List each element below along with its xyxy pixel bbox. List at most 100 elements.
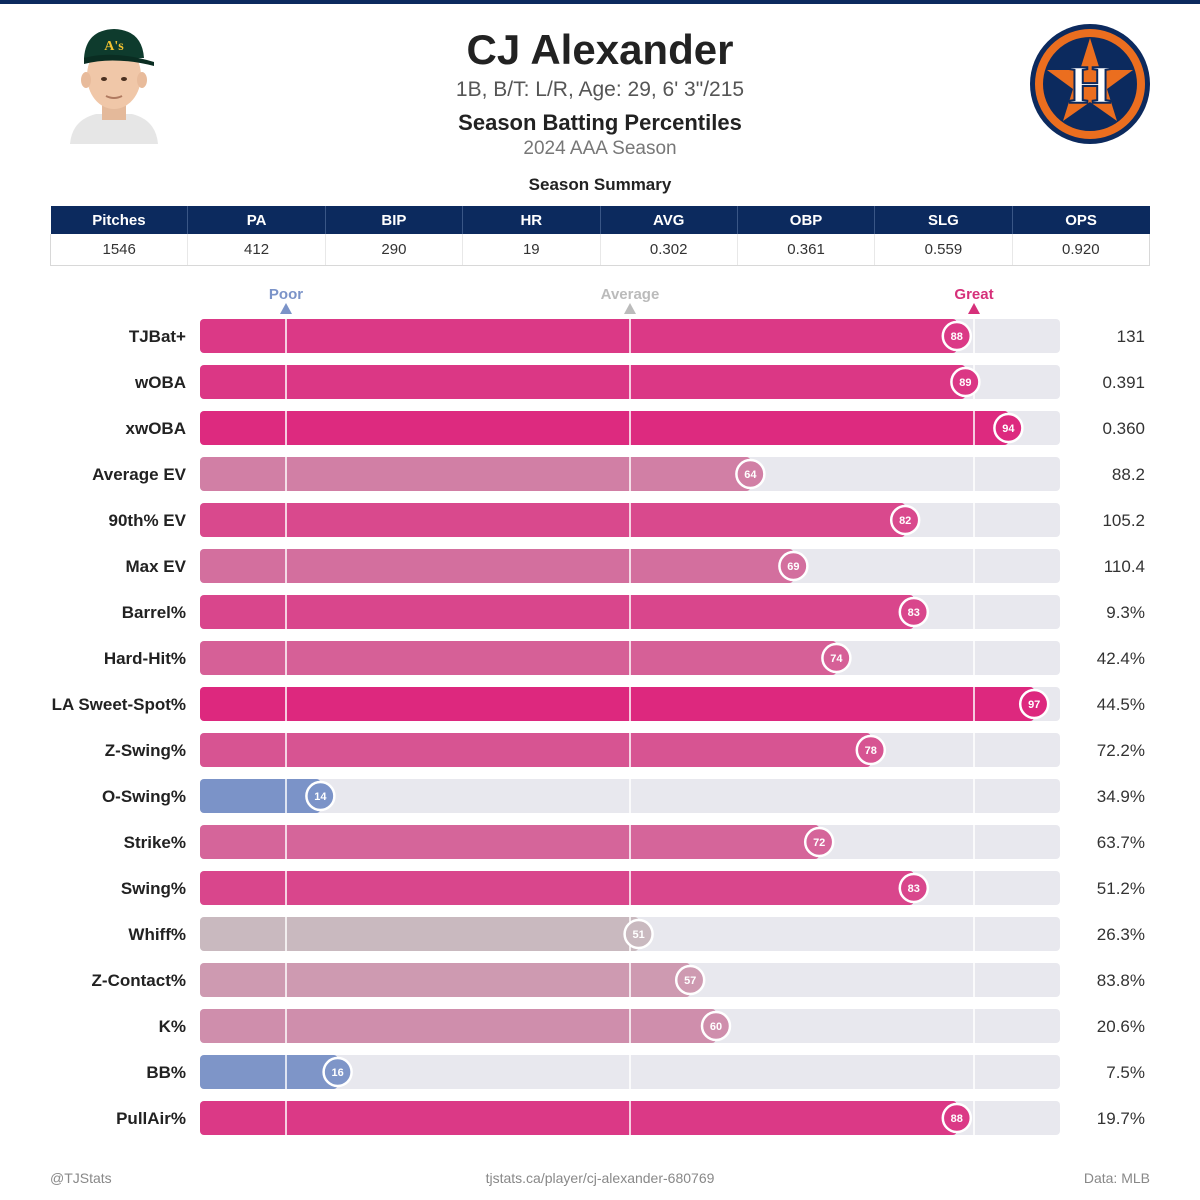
percentile-bar	[200, 457, 751, 491]
summary-value-cell: 0.361	[736, 234, 875, 266]
summary-value-cell: 290	[324, 234, 463, 266]
summary-header-cell: SLG	[874, 206, 1013, 234]
team-logo: H	[1030, 24, 1150, 144]
metric-label: O-Swing%	[102, 787, 186, 806]
summary-header-cell: OPS	[1011, 206, 1150, 234]
percentile-label: 83	[908, 607, 920, 619]
percentile-bar	[200, 1055, 338, 1089]
stat-value: 19.7%	[1097, 1109, 1145, 1128]
stat-value: 7.5%	[1106, 1063, 1145, 1082]
percentile-circle	[735, 458, 766, 490]
metric-label: Z-Swing%	[105, 741, 186, 760]
summary-value-cell: 0.559	[874, 234, 1013, 266]
summary-value-row: 1546 412 290 19 0.302 0.361 0.559 0.920	[49, 234, 1151, 266]
cap-logo: A's	[104, 39, 124, 54]
percentile-label: 57	[684, 975, 696, 987]
summary-value-cell: 1546	[49, 234, 188, 266]
percentile-circle	[778, 550, 809, 582]
percentile-bar	[200, 733, 871, 767]
percentile-label: 14	[314, 791, 327, 803]
percentile-circle	[322, 1056, 353, 1088]
stat-value: 72.2%	[1097, 741, 1145, 760]
season-label: 2024 AAA Season	[523, 138, 677, 159]
stat-value: 0.391	[1102, 373, 1145, 392]
percentile-label: 60	[710, 1021, 722, 1033]
metric-label: PullAir%	[116, 1109, 186, 1128]
percentile-circle	[950, 366, 981, 398]
reference-label-poor: Poor	[269, 286, 303, 303]
stat-value: 83.8%	[1097, 971, 1145, 990]
metric-label: Average EV	[92, 465, 187, 484]
percentile-label: 82	[899, 515, 911, 527]
summary-value-cell: 0.920	[1011, 234, 1151, 266]
percentile-circle	[623, 918, 654, 950]
percentile-bar	[200, 549, 794, 583]
percentile-bar	[200, 1009, 716, 1043]
summary-value-cell: 412	[187, 234, 326, 266]
summary-header-cell: BIP	[324, 206, 463, 234]
percentile-bar	[200, 365, 966, 399]
summary-header-cell: OBP	[736, 206, 875, 234]
stat-value: 20.6%	[1097, 1017, 1145, 1036]
footer-credit: @TJStats	[50, 1170, 112, 1186]
player-bio: 1B, B/T: L/R, Age: 29, 6' 3"/215	[455, 78, 745, 101]
reference-label-great: Great	[954, 286, 993, 303]
stat-value: 42.4%	[1097, 649, 1145, 668]
percentile-label: 88	[951, 331, 963, 343]
metric-label: wOBA	[134, 373, 186, 392]
percentile-label: 89	[959, 377, 971, 389]
reference-marker-great	[968, 303, 980, 314]
percentile-bar	[200, 641, 837, 675]
top-accent-bar	[0, 0, 1200, 4]
percentile-bar	[200, 687, 1035, 721]
percentile-circle	[941, 1102, 973, 1134]
percentile-bar	[200, 319, 957, 353]
metric-label: BB%	[146, 1063, 186, 1082]
reference-marker-poor	[280, 303, 292, 314]
stat-value: 9.3%	[1106, 603, 1145, 622]
metric-label: Max EV	[126, 557, 187, 576]
stat-value: 131	[1117, 327, 1145, 346]
percentile-bar	[200, 1101, 957, 1135]
stat-value: 105.2	[1102, 511, 1145, 530]
summary-header-cell: HR	[462, 206, 600, 234]
percentile-circle	[993, 412, 1024, 444]
percentile-circle	[898, 872, 930, 904]
percentile-label: 69	[787, 561, 799, 573]
percentile-label: 64	[744, 469, 757, 481]
metric-label: xwOBA	[126, 419, 186, 438]
season-summary-table: Pitches PA BIP HR AVG OBP SLG OPS 1546 4…	[49, 206, 1151, 266]
metric-label: Whiff%	[128, 925, 186, 944]
percentile-circle	[700, 1010, 732, 1042]
player-headshot: A's	[70, 29, 158, 144]
summary-header-cell: Pitches	[50, 206, 188, 234]
percentile-bar	[200, 917, 639, 951]
footer-url: tjstats.ca/player/cj-alexander-680769	[485, 1170, 715, 1186]
percentile-label: 72	[813, 837, 825, 849]
percentile-circle	[305, 780, 336, 812]
summary-value-cell: 19	[462, 234, 600, 266]
summary-title: Season Summary	[528, 175, 672, 194]
percentile-bar	[200, 411, 1009, 445]
metric-label: TJBat+	[129, 327, 186, 346]
metric-label: Barrel%	[122, 603, 186, 622]
stat-value: 44.5%	[1097, 695, 1145, 714]
percentile-bar	[200, 595, 914, 629]
player-name: CJ Alexander	[466, 26, 734, 73]
metric-label: 90th% EV	[109, 511, 187, 530]
stat-value: 26.3%	[1097, 925, 1145, 944]
metric-label: Z-Contact%	[92, 971, 186, 990]
metric-label: Hard-Hit%	[104, 649, 186, 668]
stat-value: 51.2%	[1097, 879, 1145, 898]
percentile-bar	[200, 503, 906, 537]
stat-value: 0.360	[1102, 419, 1145, 438]
percentile-bar	[200, 871, 914, 905]
percentile-circle	[674, 964, 706, 996]
percentile-circle	[821, 642, 852, 674]
percentile-circle	[898, 596, 930, 628]
percentile-label: 83	[908, 883, 920, 895]
percentile-label: 88	[951, 1113, 963, 1125]
chart-title: Season Batting Percentiles	[458, 110, 742, 135]
percentile-circle	[1018, 688, 1050, 720]
percentile-circle	[803, 826, 835, 858]
